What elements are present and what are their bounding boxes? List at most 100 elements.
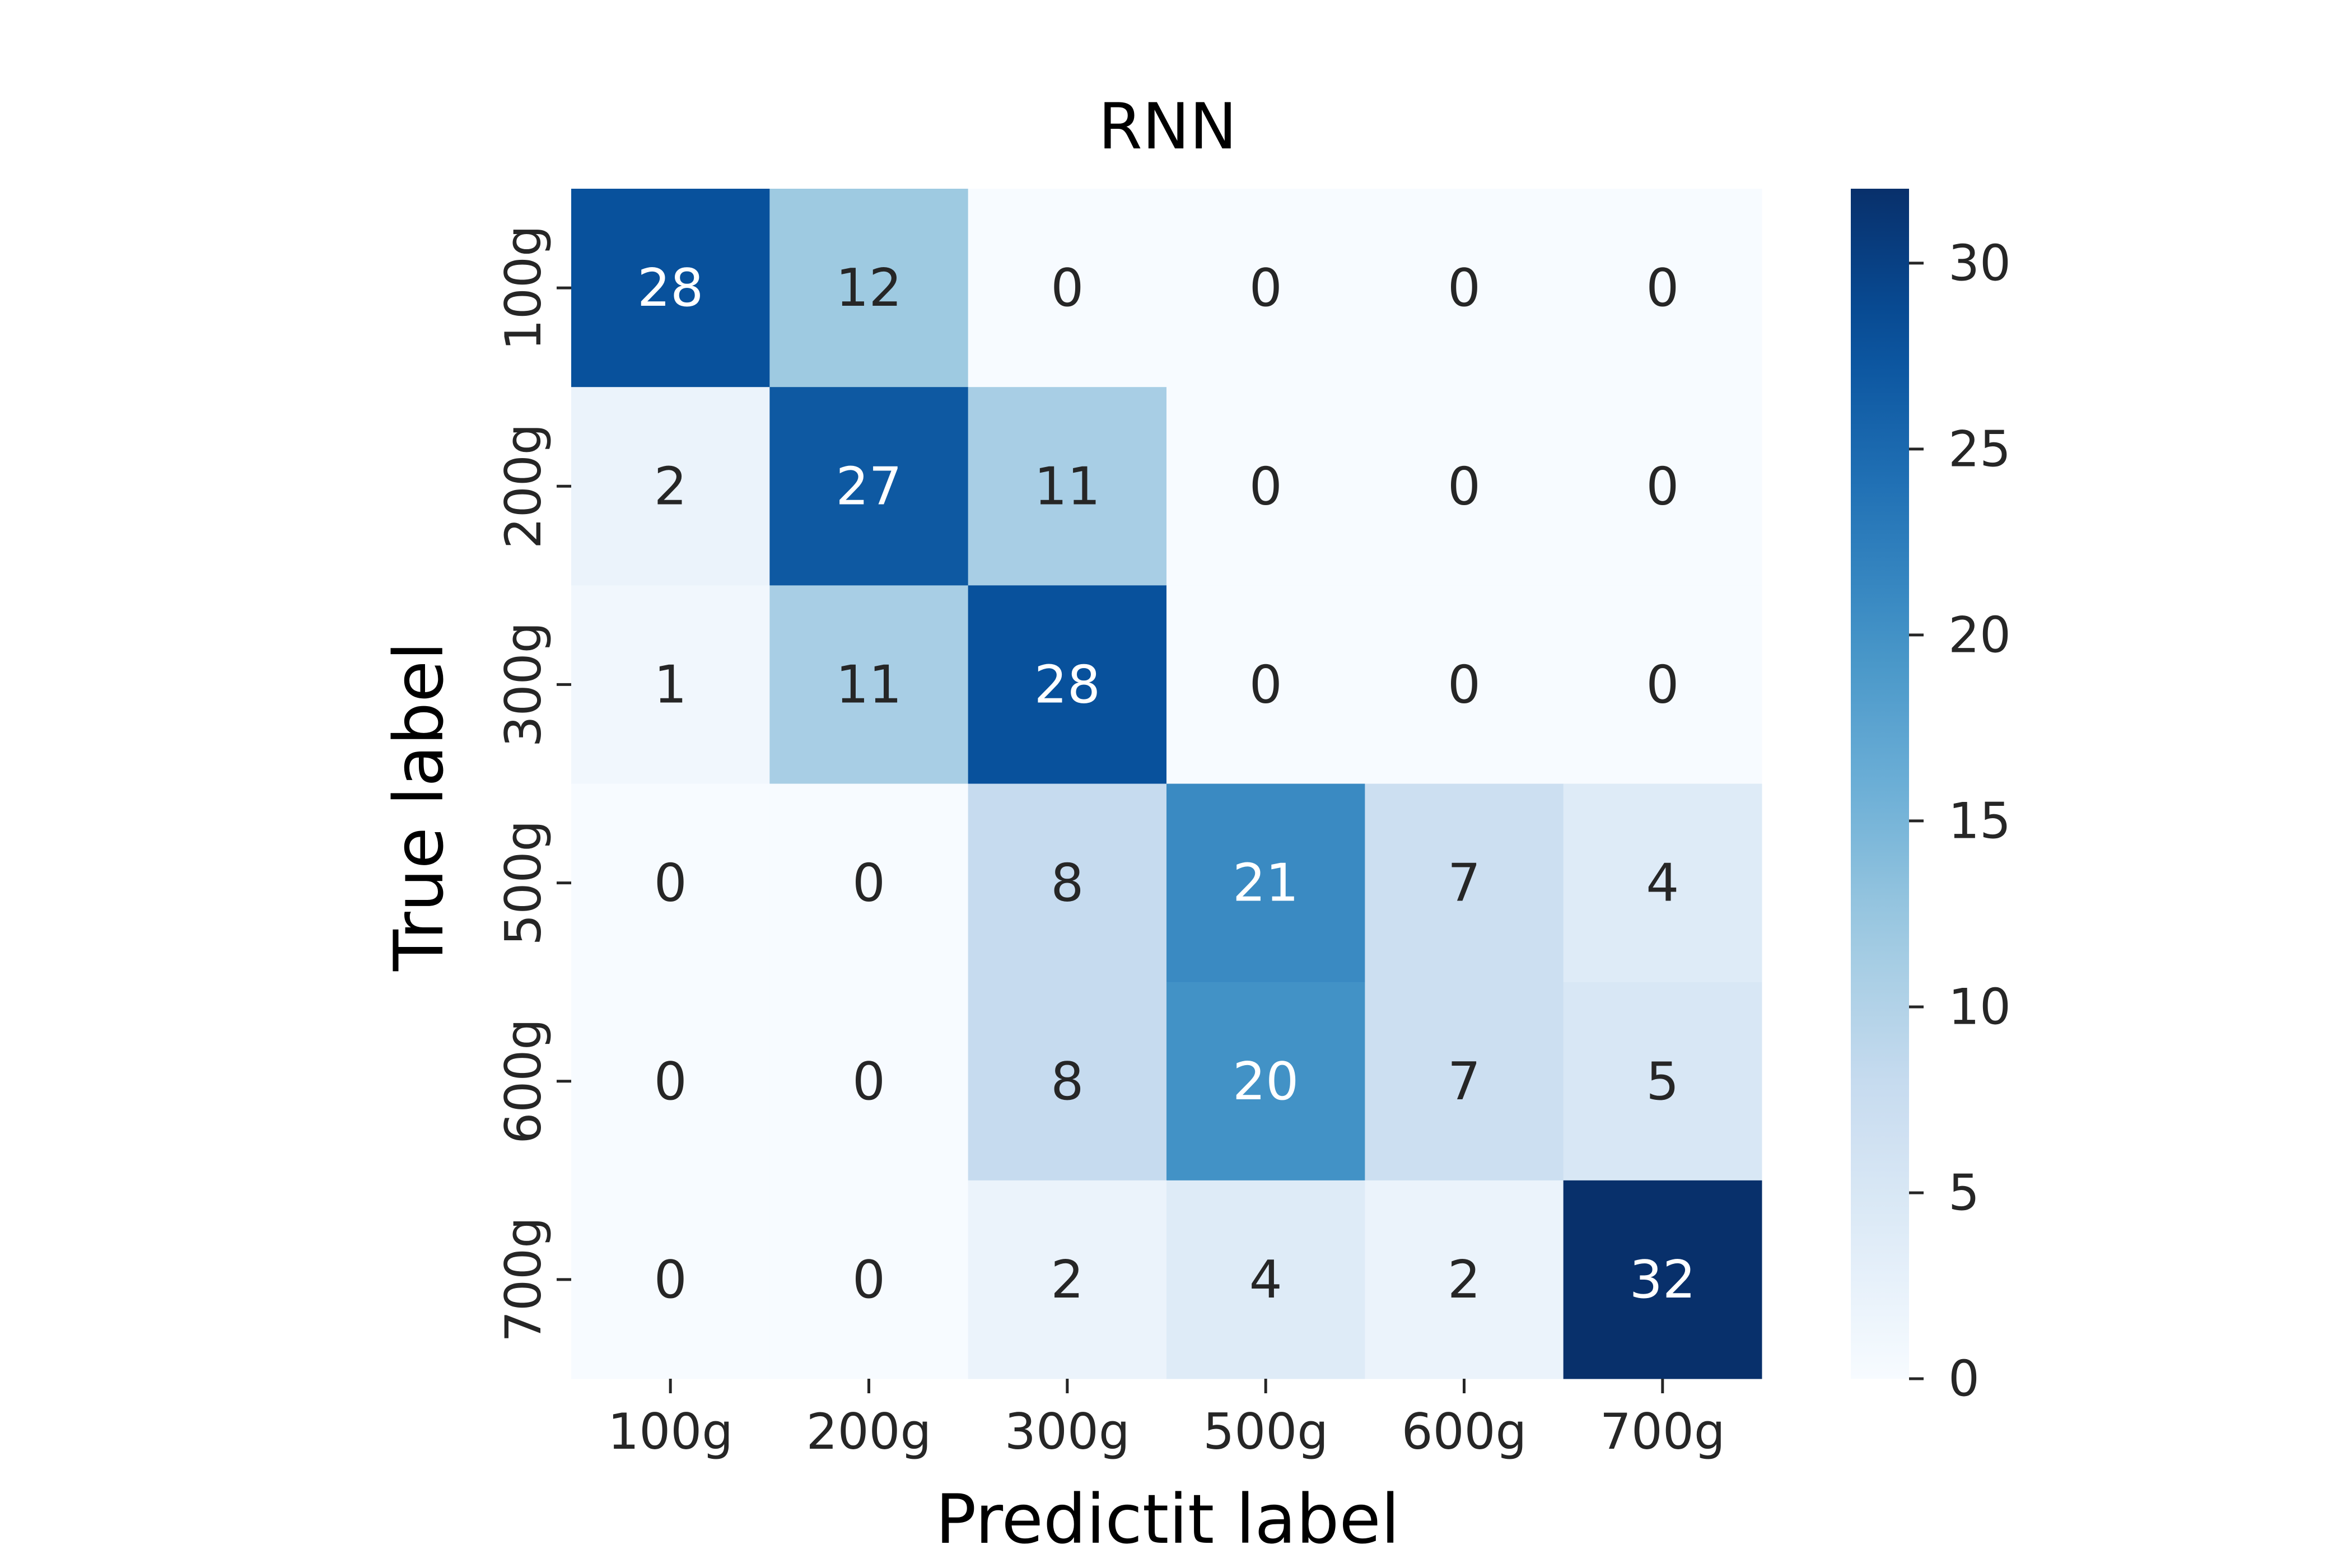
heatmap-cell	[1563, 387, 1762, 586]
colorbar-gradient	[1851, 189, 1909, 1379]
heatmap-cell	[769, 982, 969, 1181]
heatmap-cell	[1365, 783, 1564, 983]
heatmap-cell	[1563, 189, 1762, 388]
y-axis-label: True label	[380, 642, 459, 972]
heatmap-cell	[1365, 982, 1564, 1181]
heatmap-cell	[769, 783, 969, 983]
cell-value-label: 11	[1034, 456, 1100, 516]
y-tick-label: 100g	[494, 225, 552, 351]
heatmap-cell	[1563, 783, 1762, 983]
heatmap-cell	[968, 585, 1167, 784]
cell-value-label: 8	[1051, 853, 1084, 913]
colorbar-tick-label: 25	[1948, 420, 2011, 478]
x-tick-label: 100g	[608, 1403, 733, 1460]
x-tick-label: 500g	[1203, 1403, 1328, 1460]
cell-value-label: 27	[836, 456, 902, 516]
heatmap-cell	[1563, 585, 1762, 784]
heatmap-cell	[968, 1180, 1167, 1379]
y-tick-label: 300g	[494, 622, 552, 748]
x-tick-label: 600g	[1402, 1403, 1527, 1460]
heatmap-cell	[1365, 387, 1564, 586]
cell-value-label: 28	[637, 258, 703, 318]
chart-title: RNN	[1098, 90, 1237, 164]
heatmap-cell-labels: 28 12 0 0 0 02 27 11 0 0 01 11 28 0 0 00 0 8 21 7 40 0 8 20 7 50 0…	[637, 258, 1696, 1310]
cell-value-label: 0	[1448, 654, 1481, 715]
heatmap-cell	[968, 783, 1167, 983]
heatmap-cell	[1365, 585, 1564, 784]
cell-value-label: 0	[654, 1051, 687, 1112]
heatmap-cell	[968, 189, 1167, 388]
cell-value-label: 5	[1646, 1051, 1679, 1112]
cell-value-label: 2	[654, 456, 687, 516]
cell-value-label: 20	[1233, 1051, 1299, 1112]
cell-value-label: 7	[1448, 1051, 1481, 1112]
cell-value-label: 0	[1646, 258, 1679, 318]
y-axis-ticks: 100g 200g 300g 500g 600g 700g	[494, 225, 571, 1342]
cell-value-label: 0	[1646, 456, 1679, 516]
y-tick-label: 200g	[494, 423, 552, 549]
heatmap-cell	[1563, 1180, 1762, 1379]
cell-value-label: 0	[1249, 456, 1282, 516]
heatmap-cell	[1166, 189, 1365, 388]
heatmap-cell	[571, 585, 770, 784]
cell-value-label: 2	[1448, 1249, 1481, 1310]
colorbar-tick-label: 15	[1948, 792, 2011, 850]
cell-value-label: 0	[654, 853, 687, 913]
colorbar-tick-label: 30	[1948, 234, 2011, 292]
cell-value-label: 4	[1646, 853, 1679, 913]
cell-value-label: 1	[654, 654, 687, 715]
cell-value-label: 0	[654, 1249, 687, 1310]
heatmap-cell	[769, 1180, 969, 1379]
colorbar-tick-label: 10	[1948, 978, 2011, 1035]
heatmap-cell	[1365, 189, 1564, 388]
cell-value-label: 11	[836, 654, 902, 715]
heatmap-cell	[571, 1180, 770, 1379]
heatmap-cell	[1166, 783, 1365, 983]
cell-value-label: 0	[1448, 258, 1481, 318]
y-tick-label: 700g	[494, 1217, 552, 1342]
y-tick-label: 600g	[494, 1019, 552, 1144]
y-tick-label: 500g	[494, 820, 552, 946]
heatmap-cell	[1365, 1180, 1564, 1379]
x-axis-ticks: 100g 200g 300g 500g 600g 700g	[608, 1379, 1725, 1460]
cell-value-label: 4	[1249, 1249, 1282, 1310]
heatmap-cell	[968, 982, 1167, 1181]
cell-value-label: 28	[1034, 654, 1100, 715]
heatmap-cell	[769, 189, 969, 388]
cell-value-label: 32	[1630, 1249, 1696, 1310]
colorbar: 0 5 10 15 20 25 30	[1851, 189, 2011, 1408]
heatmap-cell	[1166, 982, 1365, 1181]
cell-value-label: 0	[1051, 258, 1084, 318]
heatmap-cell	[968, 387, 1167, 586]
cell-value-label: 12	[836, 258, 902, 318]
colorbar-tick-label: 0	[1948, 1350, 1980, 1408]
heatmap-cell	[1166, 387, 1365, 586]
cell-value-label: 0	[852, 1249, 885, 1310]
cell-value-label: 7	[1448, 853, 1481, 913]
cell-value-label: 0	[1646, 654, 1679, 715]
cell-value-label: 0	[1249, 654, 1282, 715]
colorbar-tick-label: 5	[1948, 1164, 1980, 1221]
heatmap-cell	[571, 783, 770, 983]
cell-value-label: 21	[1233, 853, 1299, 913]
heatmap-cell	[1563, 982, 1762, 1181]
heatmap-cell	[769, 387, 969, 586]
colorbar-tick-label: 20	[1948, 606, 2011, 664]
cell-value-label: 0	[852, 1051, 885, 1112]
heatmap-cell	[1166, 1180, 1365, 1379]
cell-value-label: 0	[1249, 258, 1282, 318]
heatmap-cells	[571, 189, 1762, 1379]
heatmap-cell	[571, 982, 770, 1181]
heatmap-cell	[769, 585, 969, 784]
cell-value-label: 2	[1051, 1249, 1084, 1310]
heatmap-cell	[1166, 585, 1365, 784]
cell-value-label: 0	[1448, 456, 1481, 516]
x-tick-label: 700g	[1600, 1403, 1725, 1460]
x-tick-label: 300g	[1005, 1403, 1130, 1460]
heatmap-cell	[571, 387, 770, 586]
cell-value-label: 0	[852, 853, 885, 913]
x-tick-label: 200g	[806, 1403, 932, 1460]
cell-value-label: 8	[1051, 1051, 1084, 1112]
heatmap-cell	[571, 189, 770, 388]
